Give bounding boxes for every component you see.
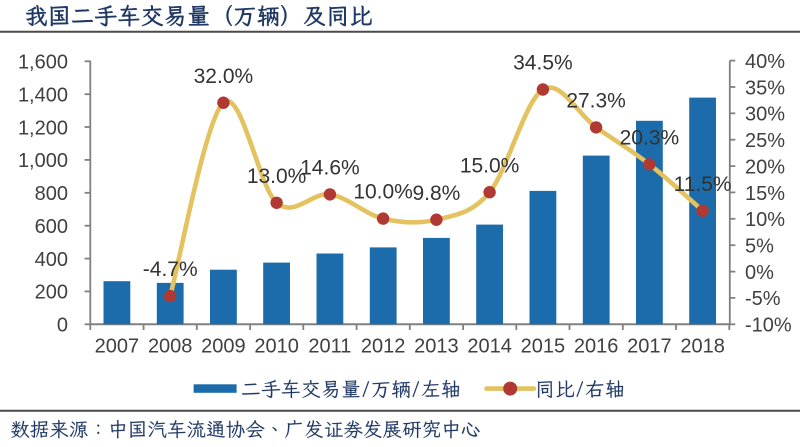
svg-text:1,400: 1,400 xyxy=(18,85,68,107)
svg-text:2014: 2014 xyxy=(467,335,512,357)
svg-text:25%: 25% xyxy=(745,130,785,152)
svg-text:2015: 2015 xyxy=(521,335,566,357)
svg-text:2016: 2016 xyxy=(574,335,619,357)
svg-text:11.5%: 11.5% xyxy=(674,173,732,196)
svg-text:20.3%: 20.3% xyxy=(620,126,680,149)
svg-text:2018: 2018 xyxy=(680,335,725,357)
svg-text:2007: 2007 xyxy=(95,335,140,357)
svg-text:14.6%: 14.6% xyxy=(300,157,360,180)
svg-text:400: 400 xyxy=(35,249,68,271)
svg-text:1,200: 1,200 xyxy=(18,117,68,139)
svg-text:27.3%: 27.3% xyxy=(566,90,626,113)
svg-text:10.0%: 10.0% xyxy=(353,181,413,204)
svg-text:-4.7%: -4.7% xyxy=(143,258,198,281)
svg-text:2009: 2009 xyxy=(201,335,246,357)
svg-text:2012: 2012 xyxy=(361,335,406,357)
svg-text:-10%: -10% xyxy=(745,315,792,337)
svg-text:800: 800 xyxy=(35,183,68,205)
svg-text:1,000: 1,000 xyxy=(18,150,68,172)
svg-text:2013: 2013 xyxy=(414,335,459,357)
svg-text:32.0%: 32.0% xyxy=(194,65,254,88)
svg-text:30%: 30% xyxy=(745,104,785,126)
svg-text:2011: 2011 xyxy=(308,335,351,357)
svg-text:10%: 10% xyxy=(745,209,785,231)
svg-text:0%: 0% xyxy=(745,262,774,284)
svg-text:9.8%: 9.8% xyxy=(412,182,460,205)
svg-text:35%: 35% xyxy=(745,77,785,99)
svg-text:13.0%: 13.0% xyxy=(247,165,307,188)
svg-text:5%: 5% xyxy=(745,236,774,258)
svg-text:-5%: -5% xyxy=(745,288,781,310)
svg-text:200: 200 xyxy=(35,282,68,304)
svg-text:2010: 2010 xyxy=(254,335,299,357)
svg-text:0: 0 xyxy=(57,315,68,337)
svg-text:600: 600 xyxy=(35,216,68,238)
svg-text:15%: 15% xyxy=(745,183,785,205)
svg-text:15.0%: 15.0% xyxy=(460,154,520,177)
svg-text:40%: 40% xyxy=(745,51,785,73)
svg-text:2017: 2017 xyxy=(627,335,672,357)
svg-text:34.5%: 34.5% xyxy=(513,52,573,75)
svg-text:2008: 2008 xyxy=(148,335,193,357)
svg-text:1,600: 1,600 xyxy=(18,52,68,74)
svg-text:20%: 20% xyxy=(745,156,785,178)
